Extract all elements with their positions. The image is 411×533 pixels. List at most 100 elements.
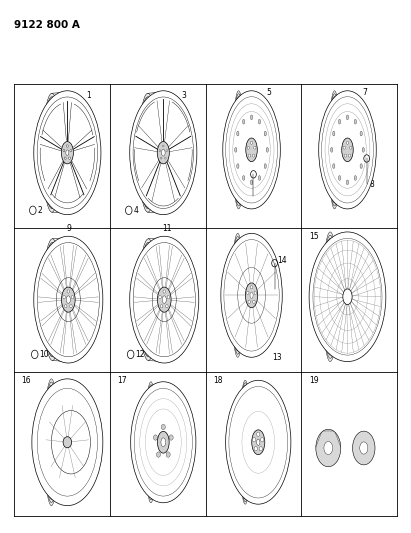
Ellipse shape — [242, 119, 245, 124]
Circle shape — [261, 438, 264, 442]
Text: 7: 7 — [362, 88, 367, 96]
Circle shape — [70, 149, 72, 152]
Circle shape — [165, 157, 166, 159]
Circle shape — [169, 435, 173, 440]
Ellipse shape — [264, 131, 266, 136]
Circle shape — [253, 438, 256, 442]
Ellipse shape — [43, 93, 61, 212]
Circle shape — [163, 290, 166, 293]
Ellipse shape — [354, 119, 357, 124]
Circle shape — [248, 300, 250, 303]
Circle shape — [253, 300, 255, 303]
Text: 17: 17 — [117, 376, 127, 385]
Text: 18: 18 — [213, 376, 223, 385]
Ellipse shape — [353, 431, 375, 465]
Text: 13: 13 — [272, 353, 282, 362]
Text: 12: 12 — [136, 350, 145, 359]
Text: 3: 3 — [182, 91, 187, 100]
Ellipse shape — [130, 236, 199, 363]
Circle shape — [63, 149, 65, 152]
Text: 16: 16 — [21, 376, 31, 385]
Circle shape — [163, 145, 164, 147]
Ellipse shape — [250, 292, 253, 298]
Ellipse shape — [43, 239, 62, 360]
Ellipse shape — [237, 164, 239, 168]
Text: 4: 4 — [134, 206, 139, 215]
Ellipse shape — [61, 142, 74, 164]
Ellipse shape — [34, 236, 103, 363]
Ellipse shape — [246, 138, 257, 161]
Circle shape — [349, 154, 351, 157]
Ellipse shape — [139, 239, 158, 360]
Ellipse shape — [235, 148, 237, 152]
Ellipse shape — [226, 381, 291, 504]
Ellipse shape — [342, 138, 353, 161]
Ellipse shape — [256, 439, 260, 446]
Circle shape — [160, 157, 162, 159]
Circle shape — [350, 146, 352, 149]
Text: 5: 5 — [266, 88, 271, 96]
Circle shape — [159, 150, 161, 151]
Circle shape — [166, 452, 170, 457]
Text: 10: 10 — [39, 350, 49, 359]
Text: 8: 8 — [369, 180, 374, 189]
Ellipse shape — [157, 431, 169, 453]
Ellipse shape — [221, 233, 282, 357]
Ellipse shape — [324, 441, 332, 455]
Circle shape — [63, 295, 65, 298]
Ellipse shape — [32, 379, 103, 506]
Circle shape — [247, 291, 249, 294]
Circle shape — [153, 435, 157, 440]
Circle shape — [346, 141, 349, 144]
Circle shape — [161, 424, 165, 430]
Circle shape — [69, 157, 70, 159]
Ellipse shape — [157, 287, 171, 312]
Circle shape — [256, 432, 260, 437]
Ellipse shape — [131, 382, 196, 503]
Circle shape — [250, 141, 253, 144]
Text: 9122 800 A: 9122 800 A — [14, 20, 79, 30]
Circle shape — [250, 286, 253, 289]
Ellipse shape — [258, 175, 261, 180]
Circle shape — [254, 447, 257, 451]
Ellipse shape — [157, 142, 169, 164]
Circle shape — [344, 154, 346, 157]
Text: 11: 11 — [162, 224, 172, 233]
Circle shape — [65, 305, 67, 308]
Ellipse shape — [258, 119, 261, 124]
Circle shape — [63, 437, 72, 448]
Ellipse shape — [233, 91, 245, 209]
Ellipse shape — [66, 150, 69, 156]
Ellipse shape — [34, 91, 101, 215]
Circle shape — [167, 295, 170, 298]
Ellipse shape — [223, 91, 280, 209]
Ellipse shape — [338, 119, 341, 124]
Ellipse shape — [250, 180, 253, 184]
Ellipse shape — [343, 289, 352, 304]
Text: 2: 2 — [38, 206, 42, 215]
Circle shape — [159, 295, 161, 298]
Ellipse shape — [362, 148, 365, 152]
Circle shape — [252, 154, 255, 157]
Ellipse shape — [264, 164, 266, 168]
Ellipse shape — [162, 149, 165, 156]
Ellipse shape — [330, 148, 333, 152]
Ellipse shape — [338, 175, 341, 180]
Text: 9: 9 — [67, 224, 72, 233]
Ellipse shape — [242, 175, 245, 180]
Ellipse shape — [346, 180, 349, 184]
Circle shape — [67, 145, 68, 147]
Ellipse shape — [250, 115, 253, 120]
Circle shape — [64, 157, 66, 159]
Text: 14: 14 — [277, 256, 287, 265]
Text: 15: 15 — [309, 232, 319, 241]
Ellipse shape — [346, 115, 349, 120]
Circle shape — [160, 305, 163, 308]
Ellipse shape — [162, 296, 166, 303]
Ellipse shape — [161, 438, 166, 447]
Circle shape — [166, 150, 167, 151]
Ellipse shape — [360, 442, 368, 454]
Ellipse shape — [354, 175, 357, 180]
Circle shape — [343, 146, 345, 149]
Ellipse shape — [237, 131, 239, 136]
